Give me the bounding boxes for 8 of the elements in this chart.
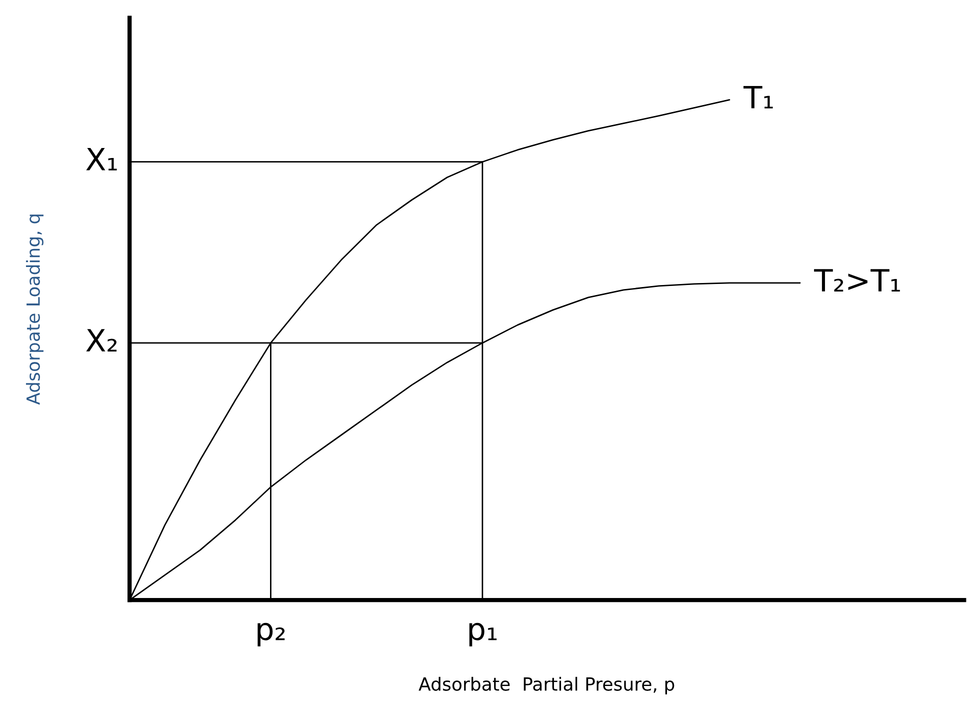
y-axis-title: Adsorpate Loading, q: [26, 214, 44, 405]
series-label: X₂: [86, 329, 117, 352]
x-tick-label: p₂: [258, 622, 285, 646]
series-label: T₁: [743, 86, 773, 108]
x-axis-title: Adsorbate Partial Presure, p: [418, 676, 674, 694]
x-tick-label: p₁: [469, 622, 497, 646]
series-label: T₂>T₁: [814, 269, 900, 292]
series-label: X₁: [86, 148, 117, 170]
